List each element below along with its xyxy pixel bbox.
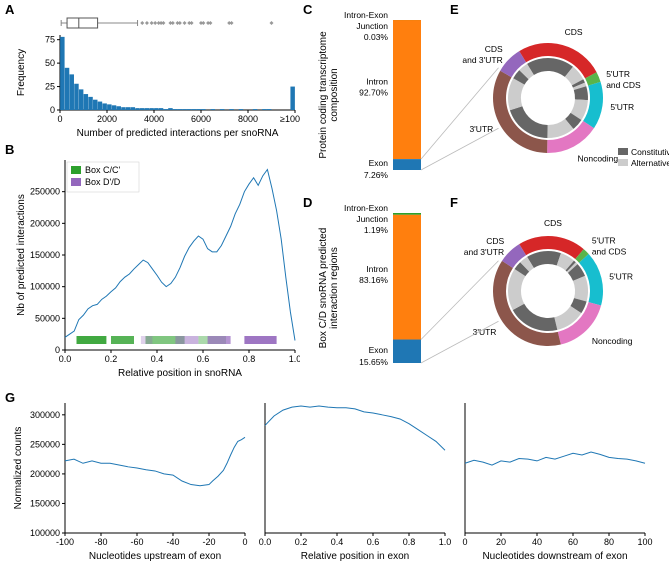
svg-text:5'UTR: 5'UTR: [610, 102, 634, 112]
svg-text:7.26%: 7.26%: [364, 170, 389, 180]
svg-text:1.19%: 1.19%: [364, 225, 389, 235]
panel-d-chart: Box C/D snoRNA predictedinteraction regi…: [298, 193, 448, 383]
svg-text:60: 60: [568, 537, 578, 547]
svg-text:3'UTR: 3'UTR: [469, 124, 493, 134]
svg-text:Relative position in exon: Relative position in exon: [301, 551, 409, 562]
svg-text:Normalized counts: Normalized counts: [13, 427, 24, 510]
svg-text:15.65%: 15.65%: [359, 357, 388, 367]
svg-text:Constitutive: Constitutive: [631, 147, 669, 157]
svg-text:4000: 4000: [144, 114, 164, 124]
svg-text:83.16%: 83.16%: [359, 275, 388, 285]
svg-text:40: 40: [532, 537, 542, 547]
svg-text:Number of predicted interactio: Number of predicted interactions per sno…: [77, 128, 279, 139]
svg-text:0.4: 0.4: [151, 354, 164, 364]
svg-text:0: 0: [50, 105, 55, 115]
svg-text:100: 100: [637, 537, 652, 547]
svg-text:0.2: 0.2: [295, 537, 308, 547]
svg-text:0.8: 0.8: [403, 537, 416, 547]
svg-text:Exon: Exon: [369, 158, 389, 168]
svg-text:5'UTR: 5'UTR: [609, 271, 633, 281]
svg-text:50000: 50000: [35, 313, 60, 323]
svg-text:8000: 8000: [238, 114, 258, 124]
figure-root: A B C D E F G 02000400060008000≥10000025…: [0, 0, 669, 570]
svg-text:0: 0: [55, 345, 60, 355]
svg-text:CDS: CDS: [565, 27, 583, 37]
svg-text:Alternative: Alternative: [631, 158, 669, 168]
svg-text:-100: -100: [56, 537, 74, 547]
svg-text:Noncoding: Noncoding: [577, 154, 618, 164]
svg-text:25: 25: [45, 82, 55, 92]
svg-text:0: 0: [57, 114, 62, 124]
panel-g-chart: Normalized counts10000015000020000025000…: [5, 388, 665, 568]
svg-text:Intron-ExonJunction: Intron-ExonJunction: [344, 203, 388, 224]
svg-text:1.0: 1.0: [439, 537, 452, 547]
svg-text:CDSand 3'UTR: CDSand 3'UTR: [464, 236, 505, 257]
svg-text:250000: 250000: [30, 187, 60, 197]
svg-text:Nucleotides upstream of exon: Nucleotides upstream of exon: [89, 551, 221, 562]
svg-text:80: 80: [604, 537, 614, 547]
svg-text:Noncoding: Noncoding: [592, 336, 633, 346]
panel-f-chart: CDS 5'UTRand CDS 5'UTR Noncoding 3'UTR CDSand…: [440, 193, 669, 388]
svg-text:6000: 6000: [191, 114, 211, 124]
svg-text:0: 0: [462, 537, 467, 547]
svg-text:CDS: CDS: [544, 218, 562, 228]
svg-text:≥10000: ≥10000: [280, 114, 300, 124]
svg-text:150000: 150000: [30, 250, 60, 260]
panel-e-chart: CDS 5'UTRand CDS 5'UTR Noncoding 3'UTR CDSand…: [440, 0, 669, 195]
svg-text:CDSand 3'UTR: CDSand 3'UTR: [462, 44, 503, 65]
svg-text:75: 75: [45, 35, 55, 45]
svg-text:150000: 150000: [30, 498, 60, 508]
svg-text:200000: 200000: [30, 218, 60, 228]
svg-text:Frequency: Frequency: [16, 49, 27, 96]
svg-text:0.6: 0.6: [367, 537, 380, 547]
svg-text:Box C/C': Box C/C': [85, 165, 121, 175]
svg-text:Intron: Intron: [366, 264, 388, 274]
svg-text:Intron-ExonJunction: Intron-ExonJunction: [344, 10, 388, 31]
svg-text:100000: 100000: [30, 282, 60, 292]
panel-a-chart: 0 2000 4000 6000 8000 ≥10000 0 25 50 75 Number of …: [10, 0, 300, 140]
svg-text:50: 50: [45, 58, 55, 68]
svg-text:20: 20: [496, 537, 506, 547]
panel-b-chart: 0.00.20.40.60.81.00500001000001500002000…: [10, 140, 300, 385]
svg-text:0.03%: 0.03%: [364, 32, 389, 42]
svg-text:0: 0: [242, 537, 247, 547]
svg-text:Protein coding transcriptomeco: Protein coding transcriptomecomposition: [318, 31, 340, 159]
svg-text:3'UTR: 3'UTR: [473, 327, 497, 337]
svg-text:-60: -60: [130, 537, 143, 547]
svg-text:0.4: 0.4: [331, 537, 344, 547]
svg-text:2000: 2000: [97, 114, 117, 124]
svg-text:Intron: Intron: [366, 77, 388, 87]
svg-text:0.2: 0.2: [105, 354, 118, 364]
svg-text:0.0: 0.0: [259, 537, 272, 547]
svg-text:Box C/D snoRNA predictedintera: Box C/D snoRNA predictedinteraction regi…: [318, 228, 340, 349]
svg-text:200000: 200000: [30, 469, 60, 479]
svg-text:-20: -20: [202, 537, 215, 547]
svg-text:0.8: 0.8: [243, 354, 256, 364]
svg-text:Box D'/D: Box D'/D: [85, 177, 121, 187]
svg-text:250000: 250000: [30, 439, 60, 449]
svg-text:0.6: 0.6: [197, 354, 210, 364]
svg-text:300000: 300000: [30, 410, 60, 420]
panel-c-chart: Protein coding transcriptomecompositionI…: [298, 0, 448, 190]
svg-text:92.70%: 92.70%: [359, 88, 388, 98]
svg-text:Exon: Exon: [369, 345, 389, 355]
svg-text:5'UTRand CDS: 5'UTRand CDS: [606, 69, 641, 90]
svg-text:-40: -40: [166, 537, 179, 547]
svg-text:Nb of predicted interactions: Nb of predicted interactions: [16, 194, 27, 316]
svg-text:5'UTRand CDS: 5'UTRand CDS: [592, 236, 627, 257]
svg-text:Relative position in snoRNA: Relative position in snoRNA: [118, 368, 242, 379]
svg-text:0.0: 0.0: [59, 354, 72, 364]
svg-text:-80: -80: [94, 537, 107, 547]
svg-text:Nucleotides downstream of exon: Nucleotides downstream of exon: [482, 551, 627, 562]
